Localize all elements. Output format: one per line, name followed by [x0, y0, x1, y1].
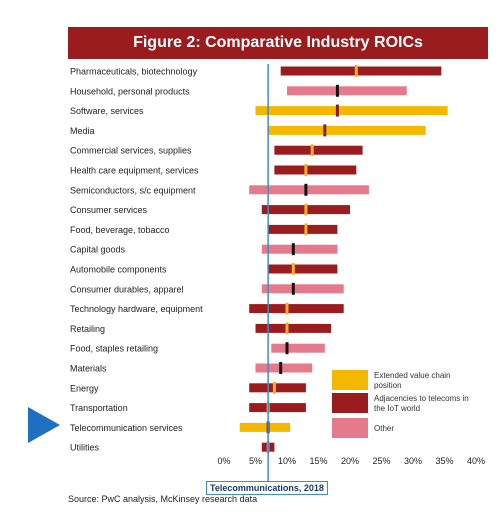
x-tick-label: 30% [404, 456, 422, 466]
median-marker [304, 164, 308, 176]
range-bar [261, 284, 344, 294]
x-tick-label: 15% [309, 456, 327, 466]
category-label: Utilities [70, 443, 100, 453]
range-bar [249, 185, 369, 195]
median-marker [335, 84, 339, 97]
range-bar [268, 264, 338, 274]
median-marker [291, 243, 295, 256]
median-marker [323, 124, 327, 137]
median-marker [285, 322, 289, 335]
range-bar [268, 224, 338, 234]
range-bar [274, 165, 357, 175]
legend-label-extended: Extended value chain position [374, 371, 451, 390]
range-bar [271, 343, 325, 353]
median-marker [304, 203, 308, 216]
median-marker [354, 65, 358, 77]
legend-swatch-other [332, 418, 368, 438]
x-tick-label: 5% [249, 456, 262, 466]
chart-title: Figure 2: Comparative Industry ROICs [68, 27, 488, 59]
median-marker [285, 342, 289, 355]
range-bar [261, 244, 338, 254]
category-label: Capital goods [70, 245, 126, 255]
x-axis-ticks: 0% 5% 10% 15% 20% 25% 30% 35% 40% [217, 456, 485, 466]
source-note: Source: PwC analysis, McKinsey research … [68, 494, 258, 504]
category-label: Consumer durables, apparel [70, 284, 184, 294]
category-label: Household, personal products [70, 86, 190, 96]
category-label: Semiconductors, s/c equipment [70, 185, 196, 195]
category-label: Transportation [70, 403, 128, 413]
category-label: Food, beverage, tobacco [70, 225, 170, 235]
reference-line-label: Telecommunications, 2018 [206, 481, 328, 495]
category-label: Consumer services [70, 205, 148, 215]
median-marker [279, 362, 283, 374]
median-marker [272, 381, 276, 394]
range-bar [239, 422, 291, 432]
median-marker [285, 302, 289, 315]
category-labels: Pharmaceuticals, biotechnology Household,… [70, 67, 203, 453]
category-label: Food, staples retailing [70, 344, 158, 354]
category-label: Telecommunication services [70, 423, 183, 433]
range-bar [255, 323, 332, 333]
range-bar [268, 125, 426, 135]
category-label: Software, services [70, 106, 144, 116]
category-label: Technology hardware, equipment [70, 304, 203, 314]
x-tick-label: 35% [435, 456, 453, 466]
median-marker [335, 104, 339, 117]
median-marker [310, 144, 314, 157]
median-marker [291, 263, 295, 275]
category-label: Automobile components [70, 265, 167, 275]
median-marker [304, 223, 308, 236]
category-label: Pharmaceuticals, biotechnology [70, 67, 198, 77]
legend-label-adjacent: Adjacencies to telecoms in the IoT world [374, 394, 469, 413]
legend-swatch-extended [332, 370, 368, 390]
range-bar [249, 403, 306, 413]
x-tick-label: 40% [467, 456, 485, 466]
x-tick-label: 20% [341, 456, 359, 466]
median-marker [304, 183, 308, 196]
category-label: Media [70, 126, 95, 136]
x-tick-label: 25% [372, 456, 390, 466]
pointer-arrow-icon [28, 407, 60, 443]
category-label: Health care equipment, services [70, 166, 199, 176]
range-bar [255, 106, 448, 116]
range-bar [249, 383, 306, 393]
legend-swatch-adjacent [332, 393, 368, 413]
category-label: Commercial services, supplies [70, 146, 192, 156]
x-tick-label: 10% [278, 456, 296, 466]
legend-label-other: Other [374, 424, 395, 433]
median-marker [291, 282, 295, 295]
category-label: Materials [70, 364, 107, 374]
range-bar [249, 304, 344, 314]
range-bar [280, 66, 442, 76]
category-label: Retailing [70, 324, 105, 334]
range-bar [287, 86, 407, 96]
x-tick-label: 0% [217, 456, 230, 466]
range-bar [274, 145, 363, 155]
category-label: Energy [70, 383, 99, 393]
range-bar [255, 363, 313, 373]
